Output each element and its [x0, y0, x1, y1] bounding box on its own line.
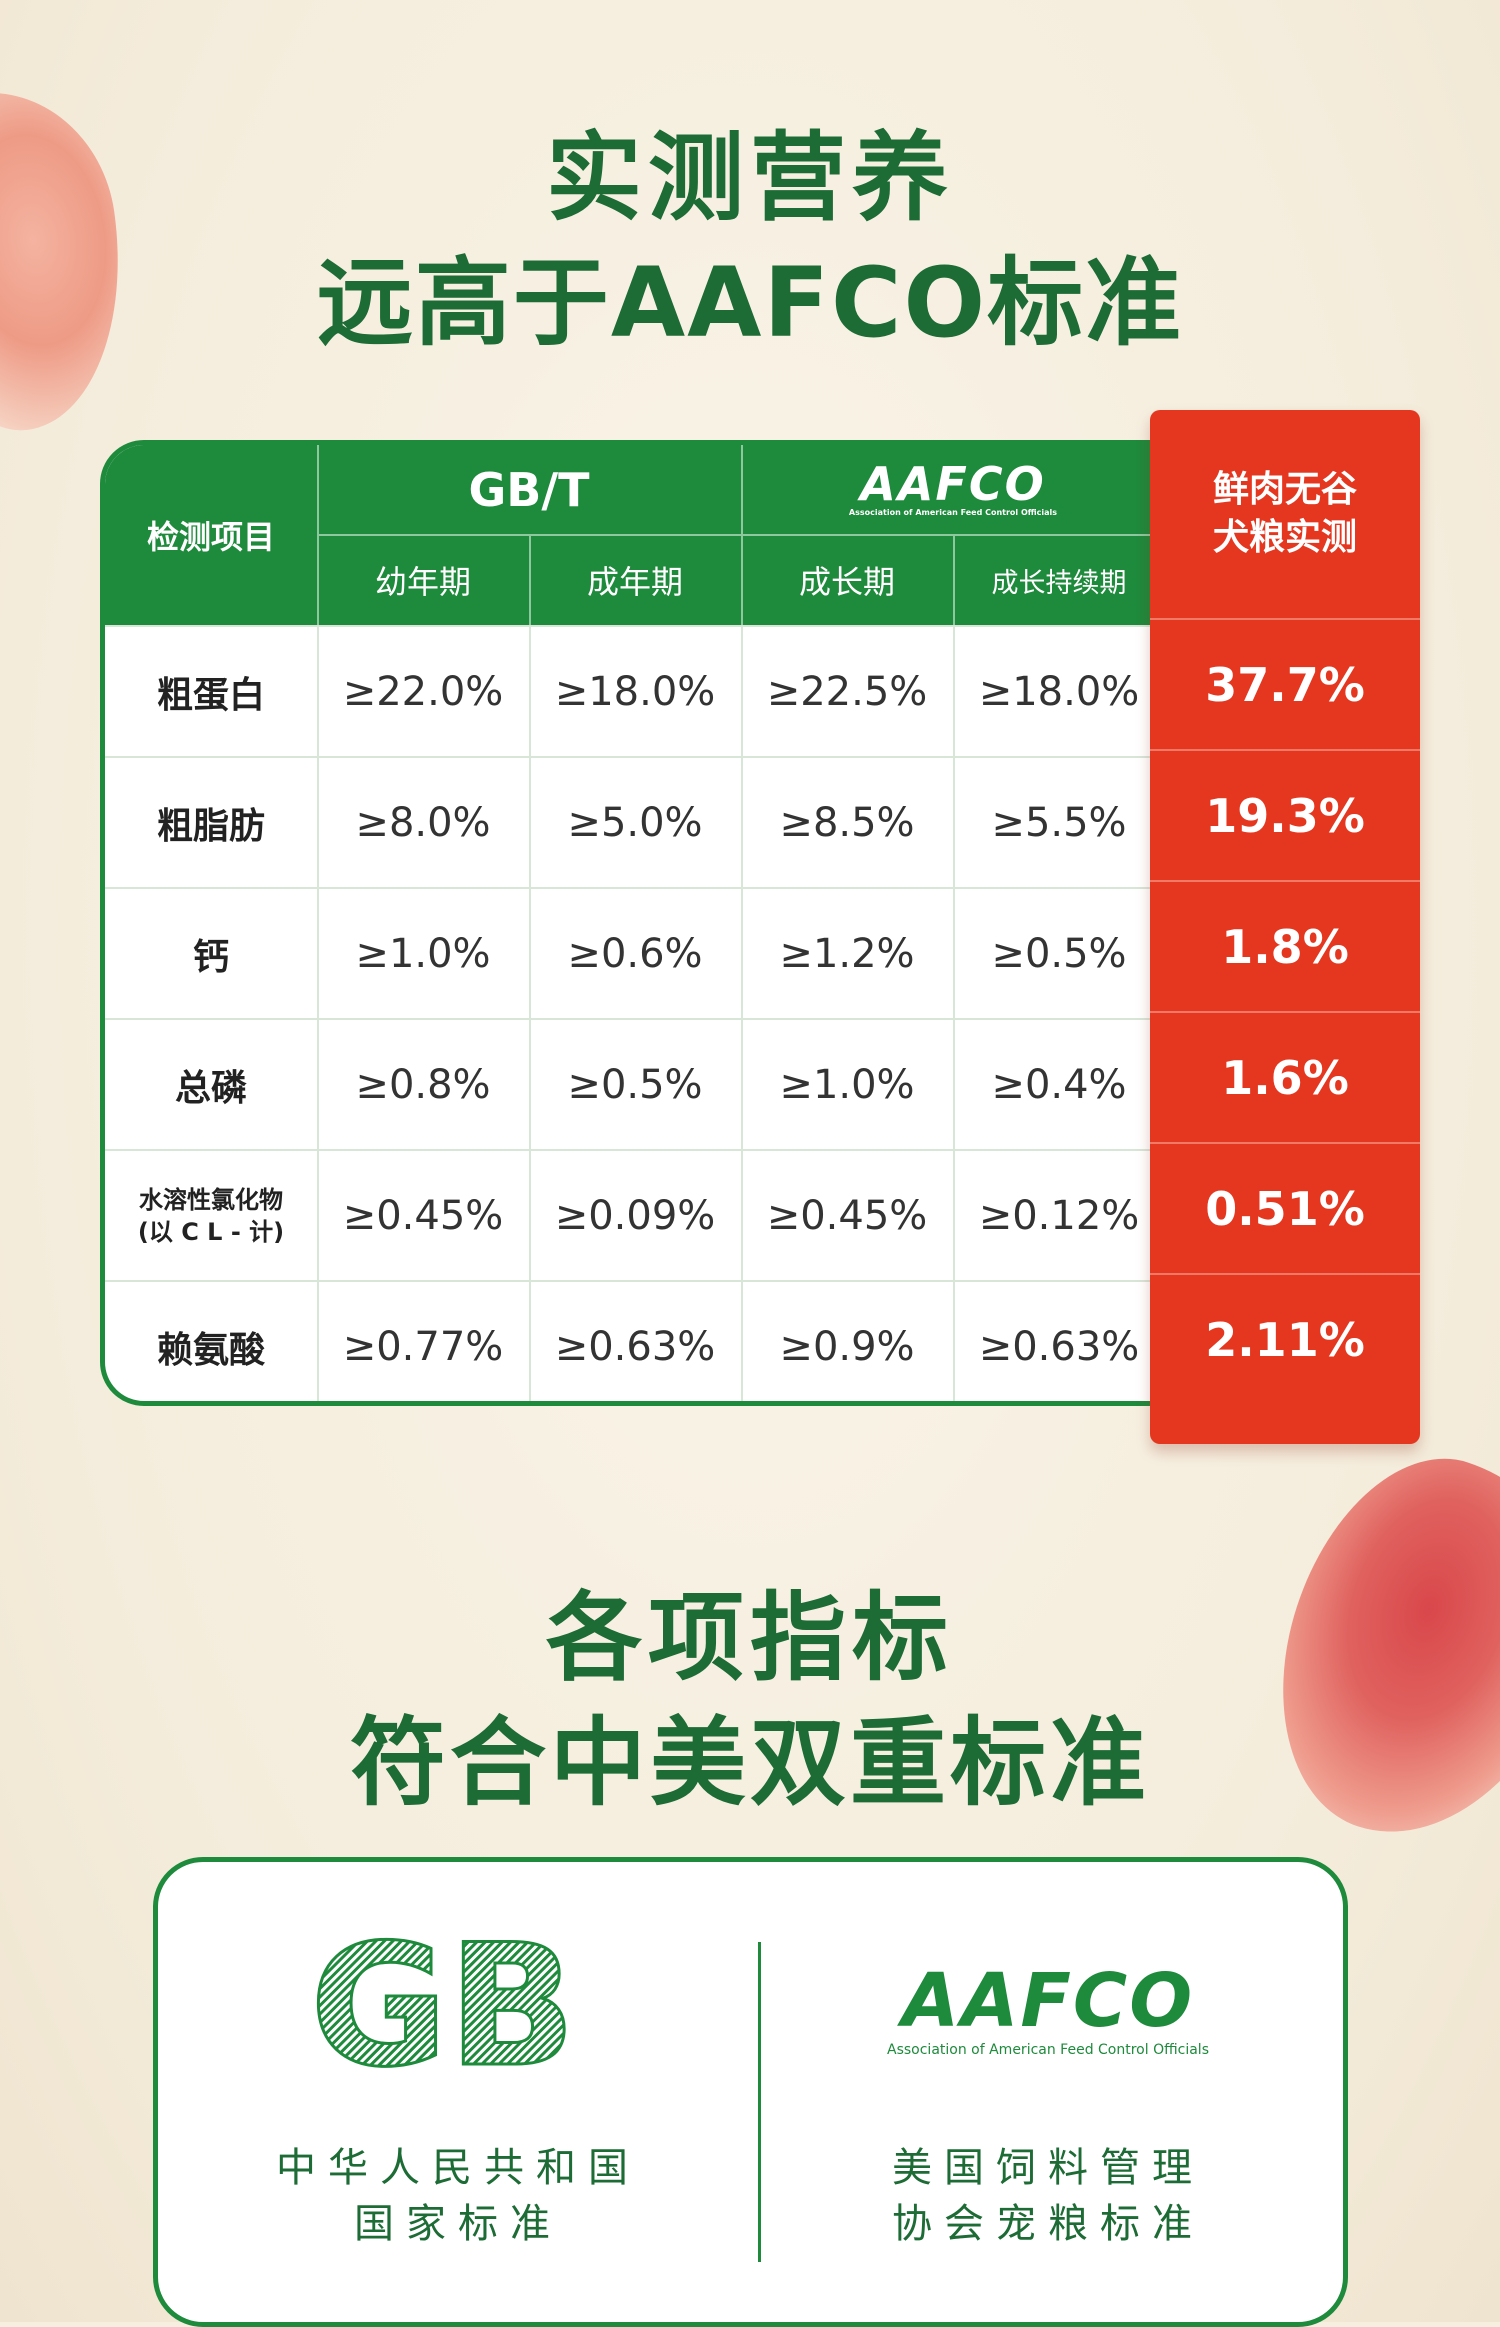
- gb-logo: GB: [298, 1907, 588, 2106]
- row-label: 粗蛋白: [105, 627, 317, 756]
- cell-gb-young: ≥0.8%: [355, 1061, 491, 1108]
- row-label-text: 粗蛋白: [156, 674, 265, 716]
- measured-value: 19.3%: [1150, 749, 1420, 880]
- aafco-header-logo: AAFCO Association of American Feed Contr…: [741, 445, 1165, 535]
- nutrition-table: 检测项目 GB/T AAFCO Association of American …: [100, 440, 1200, 1406]
- cell-gb-adult: ≥18.0%: [554, 668, 716, 715]
- column-divider: [953, 625, 955, 1401]
- table-row: 水溶性氯化物 (以 C L - 计) ≥0.45% ≥0.09% ≥0.45% ≥0.12…: [105, 1149, 1195, 1280]
- cell-aafco-growth: ≥0.45%: [766, 1192, 928, 1239]
- measured-column: 鲜肉无谷 犬粮实测 37.7% 19.3% 1.8% 1.6% 0.51% 2.11%: [1150, 410, 1420, 1444]
- measured-value: 1.6%: [1150, 1011, 1420, 1142]
- aafco-logo-large-subtitle: Association of American Feed Control Off…: [887, 2042, 1209, 2058]
- cell-aafco-maintenance: ≥0.12%: [978, 1192, 1140, 1239]
- aafco-logo-subtitle: Association of American Feed Control Off…: [848, 508, 1058, 517]
- item-header: 检测项目: [146, 518, 275, 556]
- row-label: 总磷: [105, 1020, 317, 1149]
- table-row: 总磷 ≥0.8% ≥0.5% ≥1.0% ≥0.4%: [105, 1018, 1195, 1149]
- aafco-caption-line-2: 协会宠粮标准: [892, 2201, 1204, 2247]
- cell-aafco-maintenance: ≥0.4%: [991, 1061, 1127, 1108]
- row-label-text: 总磷: [174, 1067, 247, 1109]
- row-label: 钙: [105, 889, 317, 1018]
- headline-line-1: 实测营养: [546, 122, 954, 234]
- subheader-aafco-maintenance: 成长持续期: [991, 567, 1127, 599]
- row-label: 粗脂肪: [105, 758, 317, 887]
- cell-gb-young: ≥0.45%: [342, 1192, 504, 1239]
- cell-gb-young: ≥0.77%: [342, 1323, 504, 1370]
- standards-divider: [758, 1942, 761, 2262]
- aafco-logo-text: AAFCO: [860, 457, 1046, 511]
- header-divider: [953, 535, 955, 625]
- measured-value: 1.8%: [1150, 880, 1420, 1011]
- row-label-text: 水溶性氯化物: [139, 1185, 283, 1214]
- cell-aafco-growth: ≥1.0%: [779, 1061, 915, 1108]
- row-label: 水溶性氯化物 (以 C L - 计): [105, 1151, 317, 1280]
- column-divider: [529, 625, 531, 1401]
- aafco-caption-line-1: 美国饲料管理: [892, 2145, 1204, 2191]
- cell-aafco-maintenance: ≥5.5%: [991, 799, 1127, 846]
- gbt-header: GB/T: [468, 463, 590, 517]
- cell-aafco-maintenance: ≥0.63%: [978, 1323, 1140, 1370]
- cell-gb-adult: ≥0.6%: [567, 930, 703, 977]
- cell-aafco-maintenance: ≥0.5%: [991, 930, 1127, 977]
- aafco-caption: 美国饲料管理 协会宠粮标准: [808, 2140, 1288, 2252]
- gb-caption-line-1: 中华人民共和国: [276, 2145, 640, 2191]
- measured-value: 37.7%: [1150, 618, 1420, 749]
- row-label: 赖氨酸: [105, 1282, 317, 1401]
- subheader-gb-adult: 成年期: [586, 563, 683, 601]
- measured-header-line-1: 鲜肉无谷: [1212, 469, 1357, 510]
- column-divider: [741, 625, 743, 1401]
- cell-aafco-growth: ≥22.5%: [766, 668, 928, 715]
- subheader-gb-young: 幼年期: [374, 563, 471, 601]
- measured-value: 2.11%: [1150, 1273, 1420, 1404]
- row-label-text: 赖氨酸: [156, 1329, 265, 1371]
- aafco-logo-large-text: AAFCO: [901, 1958, 1195, 2044]
- row-label-note: (以 C L - 计): [137, 1217, 285, 1246]
- table-row: 钙 ≥1.0% ≥0.6% ≥1.2% ≥0.5%: [105, 887, 1195, 1018]
- headline-line-3: 各项指标: [546, 1582, 954, 1694]
- headline-line-2: 远高于AAFCO标准: [316, 247, 1184, 359]
- cell-gb-young: ≥22.0%: [342, 668, 504, 715]
- gb-logo-text: GB: [310, 1932, 576, 2082]
- header-divider: [317, 534, 1195, 536]
- cell-aafco-growth: ≥0.9%: [779, 1323, 915, 1370]
- table-row: 赖氨酸 ≥0.77% ≥0.63% ≥0.9% ≥0.63%: [105, 1280, 1195, 1401]
- gb-logo-graphic: GB: [309, 1907, 578, 2106]
- cell-aafco-growth: ≥1.2%: [779, 930, 915, 977]
- cell-gb-young: ≥1.0%: [355, 930, 491, 977]
- measured-value: 0.51%: [1150, 1142, 1420, 1273]
- gb-caption: 中华人民共和国 国家标准: [218, 2140, 698, 2252]
- cell-aafco-growth: ≥8.5%: [779, 799, 915, 846]
- cell-gb-adult: ≥0.5%: [567, 1061, 703, 1108]
- aafco-logo-large: AAFCO Association of American Feed Contr…: [848, 1962, 1248, 2060]
- table-header: 检测项目 GB/T AAFCO Association of American …: [105, 445, 1195, 625]
- measured-header-line-2: 犬粮实测: [1212, 517, 1357, 558]
- row-label-text: 粗脂肪: [156, 805, 265, 847]
- cell-gb-adult: ≥5.0%: [567, 799, 703, 846]
- cell-gb-adult: ≥0.63%: [554, 1323, 716, 1370]
- cell-aafco-maintenance: ≥18.0%: [978, 668, 1140, 715]
- column-divider: [317, 625, 319, 1401]
- gb-caption-line-2: 国家标准: [354, 2201, 562, 2247]
- cell-gb-young: ≥8.0%: [355, 799, 491, 846]
- cell-gb-adult: ≥0.09%: [554, 1192, 716, 1239]
- aafco-logo: AAFCO Association of American Feed Contr…: [849, 461, 1057, 519]
- table-row: 粗脂肪 ≥8.0% ≥5.0% ≥8.5% ≥5.5%: [105, 756, 1195, 887]
- header-divider: [529, 535, 531, 625]
- subheader-aafco-growth: 成长期: [798, 563, 895, 601]
- standards-card: GB 中华人民共和国 国家标准 AAFCO Association of Ame…: [153, 1857, 1348, 2327]
- table-row: 粗蛋白 ≥22.0% ≥18.0% ≥22.5% ≥18.0%: [105, 625, 1195, 756]
- row-label-text: 钙: [192, 936, 229, 978]
- measured-header: 鲜肉无谷 犬粮实测: [1150, 410, 1420, 618]
- headline-line-4: 符合中美双重标准: [350, 1707, 1150, 1819]
